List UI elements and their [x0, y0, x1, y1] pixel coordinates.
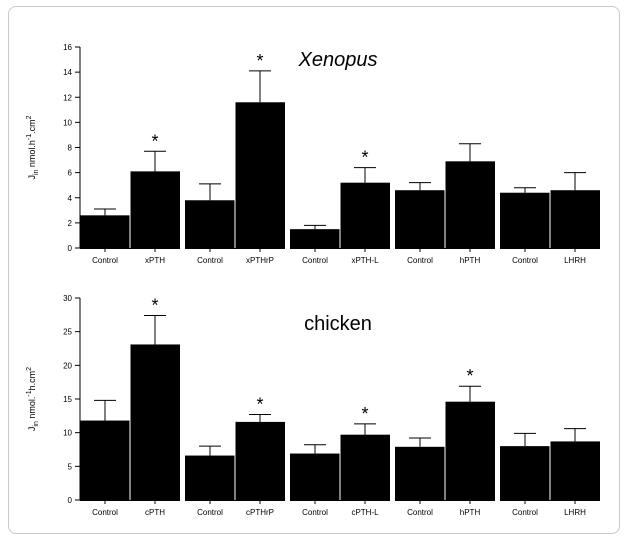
- significance-marker: *: [256, 394, 263, 414]
- y-tick-label: 30: [63, 294, 72, 303]
- x-tick-label: cPTH: [145, 508, 165, 517]
- x-tick-label: Control: [302, 256, 328, 265]
- bar: [340, 434, 390, 500]
- x-tick-label: LHRH: [564, 256, 586, 265]
- y-tick-label: 5: [68, 462, 73, 471]
- bar: [340, 182, 390, 248]
- bar: [500, 192, 550, 248]
- y-tick-label: 25: [63, 328, 72, 337]
- bar: [550, 441, 600, 500]
- bar: [290, 453, 340, 500]
- bar: [80, 215, 130, 248]
- y-tick-label: 14: [63, 68, 72, 77]
- x-tick-label: LHRH: [564, 508, 586, 517]
- y-tick-label: 6: [68, 169, 73, 178]
- x-tick-label: Control: [197, 508, 223, 517]
- bar: [500, 446, 550, 500]
- significance-marker: *: [361, 404, 368, 424]
- bar: [130, 171, 180, 248]
- x-tick-label: Control: [92, 256, 118, 265]
- bar: [235, 102, 285, 249]
- x-tick-label: Control: [512, 508, 538, 517]
- y-tick-label: 20: [63, 361, 72, 370]
- bar: [550, 190, 600, 248]
- xenopus-title: Xenopus: [298, 49, 378, 71]
- x-tick-label: hPTH: [460, 508, 481, 517]
- x-tick-label: xPTH: [145, 256, 165, 265]
- x-tick-label: cPTH-L: [351, 508, 379, 517]
- bar: [235, 421, 285, 500]
- chicken-panel: chicken Jin nmol.-1h.cm2 0 5 10 15 20 25 30 Con…: [26, 294, 600, 517]
- significance-marker: *: [151, 131, 158, 151]
- significance-marker: *: [361, 148, 368, 168]
- xenopus-panel: Xenopus Jin nmol.h-1.cm2 0 2 4 6 8 10 12 14 16 Co…: [26, 43, 600, 265]
- bar: [185, 200, 235, 248]
- x-tick-label: xPTH-L: [351, 256, 379, 265]
- y-tick-label: 12: [63, 93, 72, 102]
- bar: [80, 420, 130, 500]
- bar: [290, 229, 340, 248]
- x-tick-label: cPTHrP: [246, 508, 274, 517]
- x-tick-label: Control: [512, 256, 538, 265]
- x-tick-label: hPTH: [460, 256, 481, 265]
- y-tick-label: 0: [68, 496, 73, 505]
- bar: [445, 401, 495, 500]
- bar: [185, 455, 235, 500]
- significance-marker: *: [151, 296, 158, 316]
- significance-marker: *: [256, 51, 263, 71]
- y-tick-label: 10: [63, 429, 72, 438]
- y-tick-label: 16: [63, 43, 72, 52]
- y-tick-label: 8: [68, 144, 73, 153]
- bar: [395, 190, 445, 248]
- x-tick-label: Control: [407, 256, 433, 265]
- bar: [445, 161, 495, 248]
- x-tick-label: Control: [407, 508, 433, 517]
- bar: [130, 344, 180, 500]
- x-tick-label: Control: [92, 508, 118, 517]
- y-tick-label: 0: [68, 244, 73, 253]
- chicken-title: chicken: [304, 313, 372, 335]
- x-tick-label: xPTHrP: [246, 256, 274, 265]
- y-tick-label: 4: [68, 194, 73, 203]
- bar: [395, 446, 445, 500]
- x-tick-label: Control: [302, 508, 328, 517]
- x-tick-label: Control: [197, 256, 223, 265]
- chicken-y-axis-label: Jin nmol.-1h.cm2: [26, 367, 40, 431]
- y-tick-label: 15: [63, 395, 72, 404]
- significance-marker: *: [466, 366, 473, 386]
- y-tick-label: 2: [68, 219, 73, 228]
- xenopus-y-axis-label: Jin nmol.h-1.cm2: [26, 115, 40, 179]
- y-tick-label: 10: [63, 118, 72, 127]
